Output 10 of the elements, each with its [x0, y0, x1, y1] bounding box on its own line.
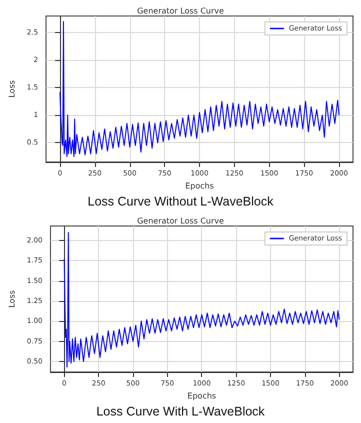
- text: Loss Curve With L-WaveBlock: [96, 404, 266, 418]
- x-axis-title: Epochs: [187, 391, 216, 400]
- line-series: [59, 21, 340, 157]
- x-axis-title: Epochs: [185, 181, 214, 190]
- chart-title: Generator Loss Curve: [137, 6, 224, 16]
- y-axis-title: Loss: [8, 80, 16, 98]
- line-series: [64, 232, 340, 368]
- y-axis-title: Loss: [8, 290, 16, 308]
- chart-title: Generator Loss Curve: [137, 216, 224, 226]
- text: Loss Curve Without L-WaveBlock: [88, 194, 274, 208]
